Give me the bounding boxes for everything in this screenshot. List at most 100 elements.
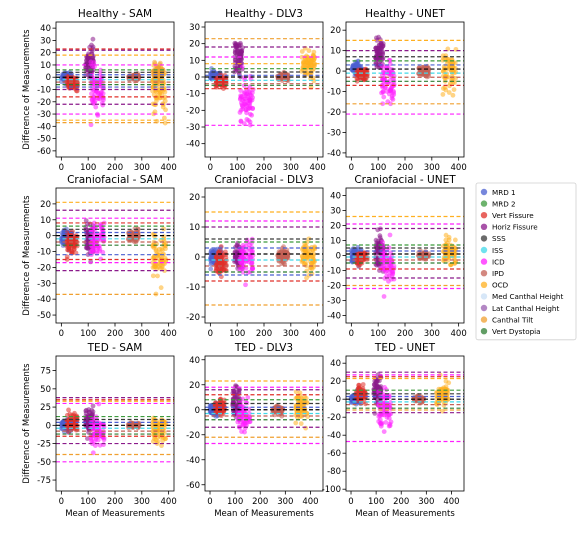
legend-marker	[480, 235, 488, 242]
legend-marker	[480, 258, 488, 265]
data-point	[240, 258, 245, 264]
y-tick-label: -10	[186, 283, 200, 293]
series-ocd	[299, 236, 318, 281]
data-point	[162, 436, 168, 442]
y-tick-label: -20	[186, 431, 200, 441]
y-tick-label: -20	[186, 106, 200, 116]
x-tick-label: 200	[393, 497, 409, 507]
panel-7: 0 100 200 300 400 -75 -50 -25 0 25 50 75 TED - SAM Di…	[22, 342, 177, 519]
data-point	[127, 235, 133, 241]
data-point	[384, 414, 390, 420]
data-point	[374, 248, 380, 254]
y-tick-label: -10	[37, 86, 51, 96]
data-point	[238, 40, 243, 46]
series-vert-fissure	[354, 66, 370, 84]
data-point	[218, 75, 224, 81]
data-point	[311, 49, 317, 55]
y-tick-label: -60	[327, 449, 341, 459]
x-tick-label: 0	[207, 497, 212, 507]
data-point	[426, 65, 431, 71]
data-point	[379, 90, 384, 96]
data-point	[92, 443, 98, 448]
data-point	[240, 242, 246, 248]
data-point	[158, 285, 164, 291]
series-icd	[237, 236, 256, 288]
y-tick-label: -60	[186, 481, 200, 491]
x-tick-label: 300	[283, 329, 299, 339]
plot-area	[205, 211, 323, 306]
x-tick-label: 100	[80, 163, 96, 173]
data-point	[249, 240, 254, 246]
data-point	[281, 249, 286, 255]
data-point	[159, 443, 164, 449]
data-point	[446, 380, 452, 386]
x-tick-label: 200	[107, 497, 123, 507]
legend-label: SSS	[492, 234, 506, 243]
data-point	[215, 404, 220, 410]
data-point	[246, 89, 252, 94]
y-tick-label: 0	[46, 73, 51, 83]
data-point	[101, 437, 107, 443]
panel-title: Craniofacial - UNET	[354, 174, 456, 186]
y-tick-label: -10	[327, 88, 341, 98]
x-tick-label: 200	[252, 497, 268, 507]
data-point	[158, 434, 163, 440]
data-point	[247, 419, 253, 425]
x-axis-label: Mean of Measurements	[214, 509, 314, 519]
data-point	[247, 252, 253, 258]
legend-entry-vert-fissure: Vert Fissure	[480, 211, 534, 220]
data-point	[301, 400, 307, 406]
data-point	[84, 67, 90, 73]
data-point	[302, 394, 308, 400]
data-point	[209, 66, 214, 71]
data-point	[299, 49, 305, 54]
data-point	[376, 384, 382, 390]
y-tick-label: -50	[37, 458, 51, 468]
data-point	[379, 63, 385, 69]
data-point	[442, 256, 448, 262]
y-tick-label: 10	[40, 61, 51, 71]
data-point	[443, 73, 448, 79]
data-point	[237, 52, 243, 57]
data-point	[74, 414, 80, 420]
plot-area	[56, 396, 174, 463]
x-tick-label: 300	[418, 497, 434, 507]
data-point	[244, 117, 250, 122]
data-point	[381, 294, 387, 299]
data-point	[246, 245, 252, 251]
data-point	[150, 84, 156, 90]
y-tick-label: -40	[186, 140, 200, 150]
data-point	[359, 252, 364, 258]
legend-entry-mrd-1: MRD 1	[480, 188, 516, 197]
y-tick-label: 10	[189, 56, 200, 66]
legend-label: Lat Canthal Height	[492, 304, 559, 313]
x-tick-label: 300	[424, 329, 440, 339]
y-tick-label: 20	[40, 200, 51, 210]
y-tick-label: 30	[330, 207, 341, 217]
data-point	[161, 115, 167, 121]
x-tick-label: 300	[134, 163, 150, 173]
data-point	[451, 87, 457, 92]
legend-marker	[480, 304, 488, 312]
y-tick-label: 0	[195, 406, 200, 416]
x-tick-label: 400	[161, 163, 177, 173]
data-point	[214, 262, 220, 268]
data-point	[240, 264, 246, 270]
data-point	[238, 95, 243, 101]
legend-label: Vert Fissure	[492, 211, 534, 220]
data-point	[385, 99, 391, 105]
y-tick-label: -40	[327, 431, 341, 441]
series-ocd	[434, 372, 452, 414]
y-tick-label: 20	[330, 377, 341, 387]
data-point	[152, 59, 157, 65]
y-tick-label: 20	[189, 193, 200, 203]
series-icd	[235, 395, 253, 435]
panel-title: TED - DLV3	[234, 342, 293, 354]
data-point	[276, 75, 281, 81]
data-point	[84, 436, 90, 441]
x-tick-label: 400	[310, 163, 326, 173]
data-point	[354, 60, 359, 66]
y-axis-label: Difference of Measurements	[22, 363, 32, 484]
x-tick-label: 400	[302, 497, 318, 507]
x-tick-label: 200	[397, 329, 413, 339]
